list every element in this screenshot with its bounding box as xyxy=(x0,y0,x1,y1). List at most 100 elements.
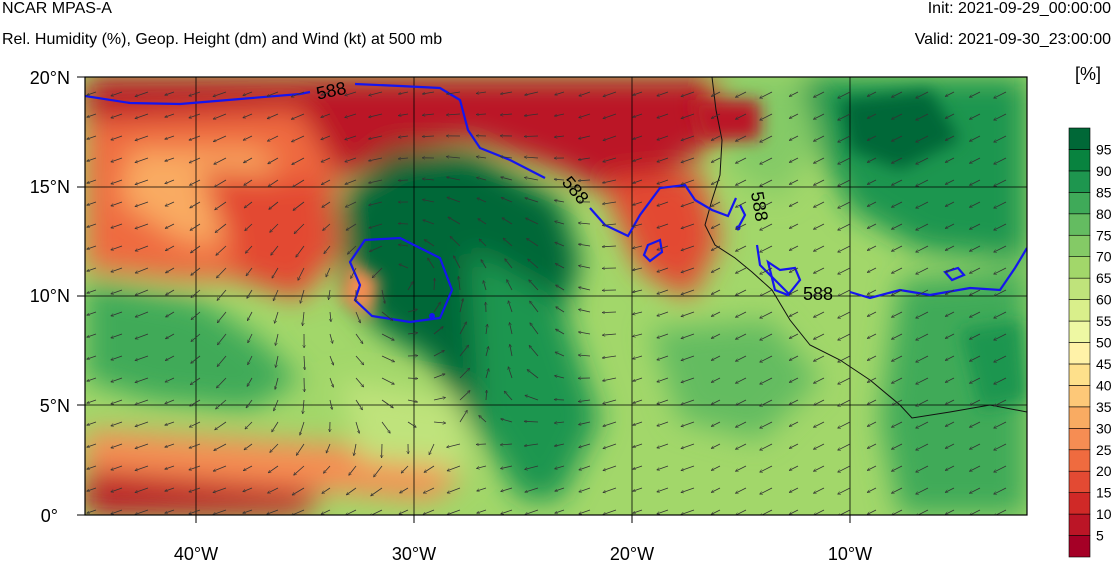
wind-arrow xyxy=(135,113,149,119)
lat-label: 15°N xyxy=(30,177,70,197)
wind-arrow xyxy=(867,399,877,405)
wind-arrow xyxy=(891,267,903,274)
wind-arrow xyxy=(681,135,695,141)
wind-arrow xyxy=(381,289,385,304)
wind-arrow xyxy=(292,487,305,496)
wind-arrow xyxy=(268,179,279,188)
wind-arrow xyxy=(111,113,123,118)
wind-arrow xyxy=(916,333,929,341)
wind-arrow xyxy=(969,377,981,384)
wind-arrow xyxy=(111,245,123,250)
wind-arrow xyxy=(355,333,364,344)
wind-arrow xyxy=(945,201,955,207)
wind-arrow xyxy=(329,355,334,365)
wind-arrow xyxy=(603,135,617,141)
wind-arrow xyxy=(165,289,175,296)
wind-arrow xyxy=(994,355,1007,363)
wind-arrow xyxy=(87,465,97,469)
wind-arrow xyxy=(345,91,357,96)
wind-arrow xyxy=(838,421,851,429)
wind-arrow xyxy=(969,201,981,208)
wind-arrow xyxy=(243,465,253,472)
colorbar-swatch xyxy=(1068,213,1091,236)
wind-arrow xyxy=(711,201,721,207)
wind-arrow xyxy=(529,345,539,357)
wind-arrow xyxy=(111,311,123,316)
wind-arrow xyxy=(165,113,175,117)
wind-arrow xyxy=(274,311,279,324)
wind-arrow xyxy=(87,377,97,381)
wind-arrow xyxy=(165,157,175,161)
wind-arrow xyxy=(189,91,201,96)
wind-arrow xyxy=(838,245,851,253)
wind-arrow xyxy=(969,135,981,142)
lat-label: 10°N xyxy=(30,286,70,306)
wind-arrow xyxy=(735,487,747,494)
wind-arrow xyxy=(459,410,468,423)
wind-arrow xyxy=(867,355,877,361)
wind-arrow xyxy=(300,421,305,435)
wind-arrow xyxy=(969,157,981,164)
wind-arrow xyxy=(789,421,799,427)
wind-arrow xyxy=(294,223,305,234)
wind-arrow xyxy=(711,223,721,229)
wind-arrow xyxy=(681,421,695,427)
colorbar-level-label: 50 xyxy=(1096,335,1112,351)
wind-arrow xyxy=(246,399,253,408)
wind-arrow xyxy=(135,399,149,405)
wind-arrow xyxy=(657,223,669,228)
wind-arrow xyxy=(735,355,747,362)
wind-arrow xyxy=(813,267,825,274)
colorbar-swatch xyxy=(1068,535,1091,558)
init-time: Init: 2021-09-29_00:00:00 xyxy=(927,0,1111,17)
field-title: Rel. Humidity (%), Geop. Height (dm) and… xyxy=(2,31,443,48)
wind-arrow xyxy=(867,333,877,339)
wind-arrow xyxy=(525,217,539,225)
colorbar-swatch xyxy=(1068,170,1091,193)
wind-arrow xyxy=(711,443,721,449)
wind-arrow xyxy=(735,289,747,296)
colorbar: 5 10 15 20 25 30 35 40 45 50 55 60 65 70 75 80 85 90 95 xyxy=(1068,127,1112,558)
wind-arrow xyxy=(578,135,591,139)
wind-arrow xyxy=(813,201,825,208)
wind-arrow xyxy=(578,421,591,425)
wind-arrow xyxy=(681,377,695,383)
wind-arrow xyxy=(657,421,669,426)
wind-arrow xyxy=(994,443,1007,451)
wind-arrow xyxy=(969,443,981,450)
wind-arrow xyxy=(369,91,383,96)
wind-arrow xyxy=(867,421,877,427)
wind-arrow xyxy=(789,399,799,405)
wind-arrow xyxy=(735,113,747,120)
wind-arrow xyxy=(422,179,435,180)
wind-arrow xyxy=(322,487,331,494)
wind-arrow xyxy=(657,179,669,184)
wind-arrow xyxy=(554,376,565,379)
wind-arrow xyxy=(945,487,955,493)
wind-arrow xyxy=(528,259,539,269)
wind-arrow xyxy=(423,220,435,225)
wind-arrow xyxy=(422,114,435,115)
wind-arrow xyxy=(189,135,201,140)
wind-arrow xyxy=(190,377,201,386)
wind-arrow xyxy=(422,200,435,203)
wind-arrow xyxy=(190,201,201,209)
wind-arrow xyxy=(165,377,175,383)
wind-arrow xyxy=(711,245,721,251)
wind-arrow xyxy=(87,179,97,183)
wind-arrow xyxy=(458,276,461,291)
wind-arrow xyxy=(789,333,799,339)
wind-arrow xyxy=(711,311,721,317)
wind-arrow xyxy=(657,113,669,118)
wind-arrow xyxy=(838,179,851,187)
wind-arrow xyxy=(368,135,383,139)
wind-arrow xyxy=(555,509,565,513)
wind-arrow xyxy=(111,135,123,140)
wind-arrow xyxy=(969,179,981,186)
wind-arrow xyxy=(345,135,357,140)
wind-arrow xyxy=(554,400,565,401)
wind-arrow xyxy=(217,289,227,301)
wind-arrow xyxy=(501,487,513,492)
wind-arrow xyxy=(355,311,361,323)
wind-arrow xyxy=(711,377,721,383)
